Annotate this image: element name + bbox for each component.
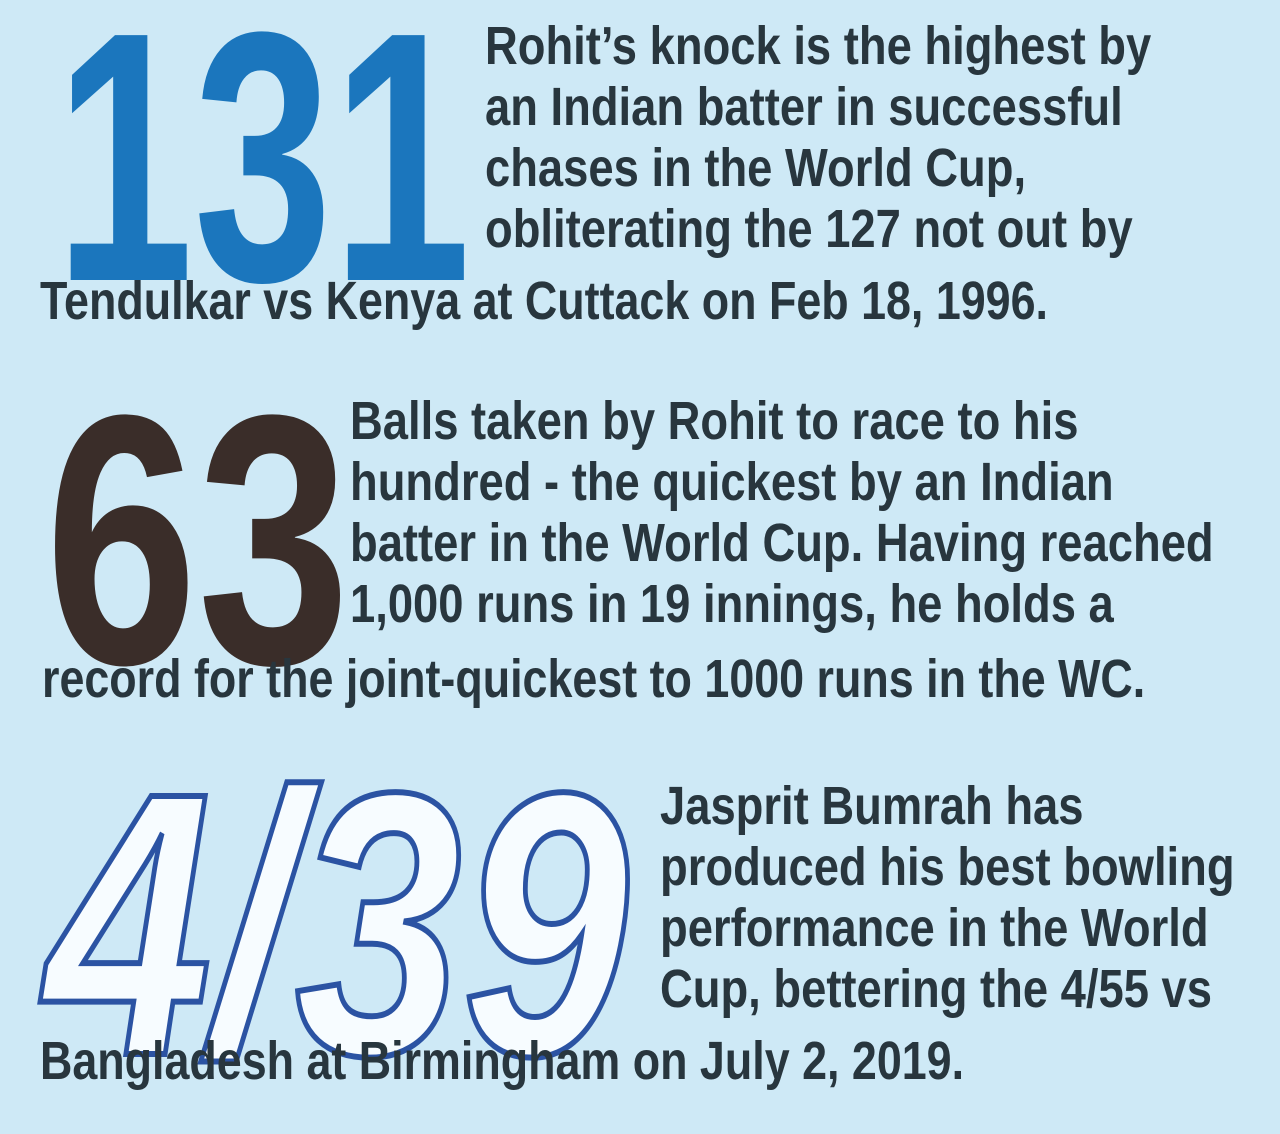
text-line: hundred - the quickest by an Indian [350, 452, 1114, 512]
stat-63-side-text: Balls taken by Rohit to race to his hundr… [350, 391, 1214, 635]
stat-number-63-glyph: 63 [45, 342, 350, 739]
stat-4-39-side-text: Jasprit Bumrah has produced his best bowl… [660, 776, 1235, 1020]
stat-number-131-glyph: 131 [55, 0, 471, 356]
stat-block-131: 131 Rohit’s knock is the highest by an In… [0, 0, 1280, 400]
text-line: an Indian batter in successful [485, 77, 1123, 137]
text-line: Jasprit Bumrah has [660, 776, 1084, 836]
stat-number-4-39: 4/39 [43, 716, 775, 1134]
text-line: Balls taken by Rohit to race to his [350, 391, 1079, 451]
stat-number-63: 63 [45, 363, 441, 719]
stat-block-4-39: 4/39 Jasprit Bumrah has produced his best… [0, 735, 1280, 1124]
text-line: produced his best bowling [660, 837, 1235, 897]
text-line: Cup, bettering the 4/55 vs [660, 959, 1213, 1019]
stat-number-131: 131 [55, 0, 649, 336]
stat-63-footer-line: record for the joint-quickest to 1000 ru… [42, 649, 1146, 709]
text-line: Rohit’s knock is the highest by [485, 16, 1152, 76]
stat-4-39-footer-line: Bangladesh at Birmingham on July 2, 2019… [40, 1031, 965, 1091]
stat-131-footer-line: Tendulkar vs Kenya at Cuttack on Feb 18,… [40, 271, 1048, 331]
text-line: batter in the World Cup. Having reached [350, 513, 1214, 573]
stat-131-side-text: Rohit’s knock is the highest by an Indian… [485, 16, 1151, 260]
text-line: performance in the World [660, 898, 1209, 958]
stat-block-63: 63 Balls taken by Rohit to race to his hu… [0, 363, 1280, 778]
text-line: obliterating the 127 not out by [485, 199, 1133, 259]
text-line: 1,000 runs in 19 innings, he holds a [350, 574, 1114, 634]
text-line: chases in the World Cup, [485, 138, 1027, 198]
stat-number-4-39-glyph: 4/39 [43, 716, 632, 1134]
